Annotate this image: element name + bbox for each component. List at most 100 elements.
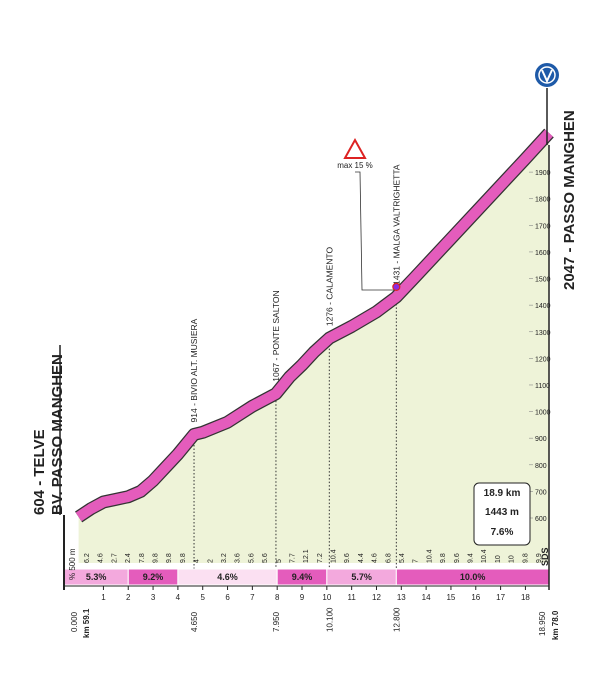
- logo: SDS: [540, 547, 550, 566]
- gradient-value: 4.4: [358, 553, 365, 563]
- gradient-value: 3.6: [235, 553, 242, 563]
- gradient-value: 4: [194, 559, 201, 563]
- gradient-value: 7: [413, 559, 420, 563]
- max-gradient-point: [392, 282, 401, 291]
- y-tick-label: 1900: [535, 170, 551, 177]
- x-tick-label: 3: [151, 593, 156, 602]
- gradient-value: 2: [207, 559, 214, 563]
- y-tick-label: 1300: [535, 330, 551, 337]
- waypoint-distance: 7.950: [272, 611, 281, 632]
- x-tick-label: 12: [372, 593, 381, 602]
- gradient-value: 7.2: [317, 553, 324, 563]
- gradient-value: 3.2: [221, 553, 228, 563]
- y-tick-label: 1100: [535, 383, 550, 390]
- gradient-value: 6.8: [385, 553, 392, 563]
- gradient-value: 9.4: [468, 553, 475, 563]
- waypoint-distance: 10.100: [325, 607, 334, 632]
- x-tick-label: 16: [471, 593, 480, 602]
- gradient-value: 5.6: [248, 553, 255, 563]
- x-tick-label: 2: [126, 593, 131, 602]
- x-tick-label: 11: [347, 593, 356, 602]
- start-sublabel: BV. PASSO MANGHEN: [49, 354, 66, 515]
- waypoint-label: 1431 - MALGA VALTRIGHETTA: [391, 164, 401, 285]
- gradient-value: 10: [495, 555, 502, 563]
- finish-distance: 18.950: [538, 611, 547, 636]
- x-tick-label: 17: [496, 593, 505, 602]
- max-gradient-leader: [355, 171, 395, 291]
- gradient-value: 10: [509, 555, 516, 563]
- start-distance: 0.000: [70, 611, 79, 632]
- gradient-value: 5: [276, 559, 283, 563]
- gradient-value: 9.9: [536, 553, 543, 563]
- gradient-value: 7.8: [139, 553, 146, 563]
- gradient-value: 2.7: [111, 553, 118, 563]
- y-tick-label: 1600: [535, 250, 551, 257]
- gradient-value: 4.6: [98, 553, 105, 563]
- gradient-segment-label: 9.2%: [143, 572, 164, 582]
- y-tick-label: 1400: [535, 303, 551, 310]
- y-tick-label: 900: [535, 436, 547, 443]
- gradient-segment-label: 10.0%: [460, 572, 486, 582]
- gradient-value: 2.4: [125, 553, 132, 563]
- waypoint-distance: 12.800: [392, 607, 401, 632]
- x-tick-label: 1: [101, 593, 106, 602]
- y-tick-label: 1200: [535, 356, 551, 363]
- waypoint-label: 1067 - PONTE SALTON: [271, 290, 281, 381]
- x-tick-label: 8: [275, 593, 280, 602]
- y-tick-label: 700: [535, 489, 547, 496]
- gradient-value: 9.6: [344, 553, 351, 563]
- finish-label: 2047 - PASSO MANGHEN: [561, 110, 578, 290]
- x-tick-label: 7: [250, 593, 255, 602]
- gradient-value: 12.1: [303, 549, 310, 563]
- waypoint-distance: 4.650: [190, 611, 199, 632]
- gradient-segment-label: 5.7%: [351, 572, 372, 582]
- gradient-value: 9.8: [522, 553, 529, 563]
- x-tick-label: 5: [200, 593, 205, 602]
- summary-distance: 18.9 km: [484, 488, 521, 499]
- gradient-value: 4.6: [372, 553, 379, 563]
- gradient-value: 5.6: [262, 553, 269, 563]
- x-tick-label: 18: [521, 593, 530, 602]
- x-tick-label: 15: [446, 593, 455, 602]
- waypoint-label: 914 - BIVIO ALT. MUSIERA: [189, 318, 199, 422]
- x-tick-label: 14: [422, 593, 431, 602]
- x-tick-label: 4: [176, 593, 181, 602]
- waypoint-label: 1276 - CALAMENTO: [324, 247, 334, 327]
- finish-km: km 78.0: [551, 610, 560, 640]
- y-tick-label: 600: [535, 516, 547, 523]
- gradient-value: 5.4: [399, 553, 406, 563]
- y-tick-label: 1700: [535, 223, 551, 230]
- gradient-segment-label: 9.4%: [292, 572, 313, 582]
- profile-area: [78, 133, 549, 563]
- finish-icon-v: [541, 69, 553, 84]
- y-tick-label: 800: [535, 463, 547, 470]
- gradient-value: 9.8: [166, 553, 173, 563]
- y-tick-label: 1500: [535, 277, 551, 284]
- gradient-value: 10.4: [331, 549, 338, 563]
- gradient-value: 7.7: [289, 553, 296, 563]
- gradient-value: 10.4: [426, 549, 433, 563]
- gradient-value: 9.8: [440, 553, 447, 563]
- plot: 600 700 800 900 1000 1100 1200 1300 1400 1500 1600…: [63, 128, 560, 640]
- gradient-value: 6.2: [84, 553, 91, 563]
- profile-line: [75, 129, 553, 522]
- gradient-segment-label: 4.6%: [217, 572, 238, 582]
- gradient-value: 9.8: [152, 553, 159, 563]
- x-tick-label: 13: [397, 593, 406, 602]
- gradient-row-label: % 500 m: [68, 548, 77, 580]
- x-tick-label: 10: [322, 593, 331, 602]
- gradient-value: 9.6: [454, 553, 461, 563]
- gradient-value: 9.8: [180, 553, 187, 563]
- y-tick-label: 1000: [535, 410, 551, 417]
- summary-box: [473, 482, 531, 546]
- max-gradient-icon: [343, 137, 367, 159]
- max-gradient: max 15 %: [337, 161, 373, 170]
- gradient-value: 10.4: [481, 549, 488, 563]
- summary-gradient: 7.6%: [491, 527, 514, 538]
- x-tick-label: 9: [300, 593, 305, 602]
- x-tick-label: 6: [225, 593, 230, 602]
- summary-climb: 1443 m: [485, 507, 519, 518]
- start-label: 604 - TELVE: [31, 429, 48, 515]
- y-tick-label: 1800: [535, 197, 551, 204]
